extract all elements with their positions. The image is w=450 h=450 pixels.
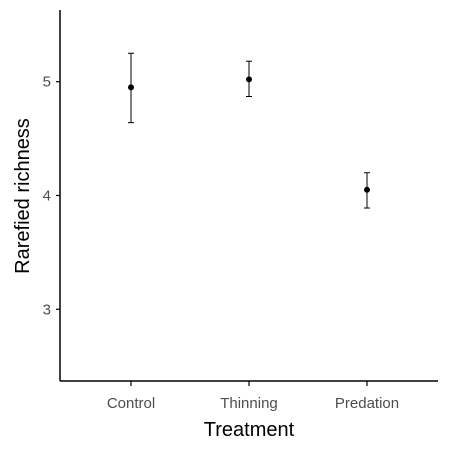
y-tick-label: 3: [43, 301, 51, 318]
chart-marks: [128, 52, 370, 209]
x-axis-title: Treatment: [204, 419, 295, 441]
x-tick-label: Control: [107, 395, 155, 412]
x-ticks: Control Thinning Predation: [107, 381, 399, 412]
x-tick-label: Thinning: [220, 395, 278, 412]
y-ticks: 3 4 5: [43, 74, 60, 318]
data-point: [246, 76, 252, 83]
data-point: [364, 186, 370, 193]
x-tick-label: Predation: [335, 395, 399, 412]
y-axis-title: Rarefied richness: [12, 118, 34, 274]
data-point: [128, 84, 134, 91]
y-tick-label: 4: [43, 188, 51, 205]
y-tick-label: 5: [43, 74, 51, 91]
